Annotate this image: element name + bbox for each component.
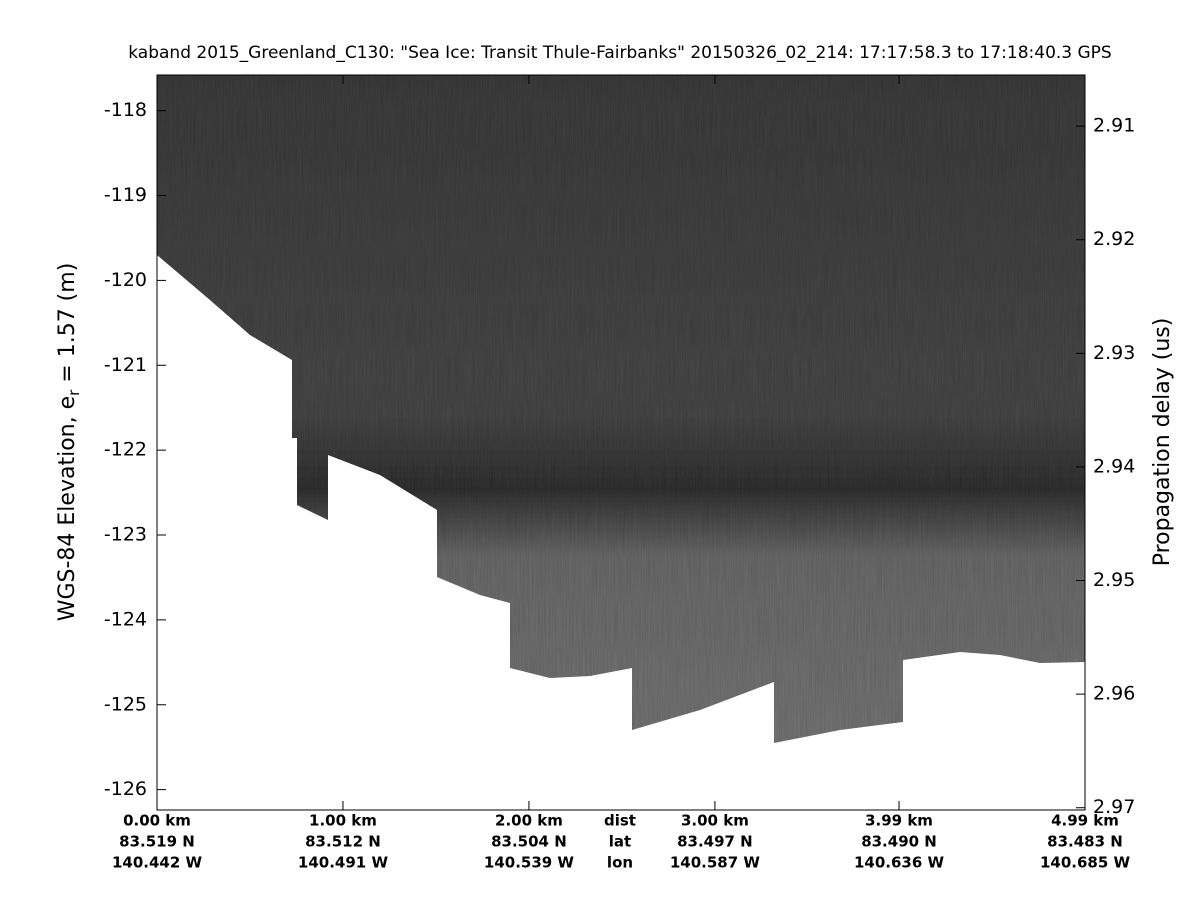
y-label-text: WGS-84 Elevation, e bbox=[55, 396, 80, 621]
y-tick-label: -121 bbox=[104, 354, 147, 376]
plot-frame bbox=[156, 74, 1086, 811]
row-label: lat bbox=[609, 833, 631, 851]
y2-tick-label: 2.96 bbox=[1093, 683, 1135, 705]
y2-tick-label: 2.95 bbox=[1093, 569, 1135, 591]
y-axis-label: WGS-84 Elevation, er = 1.57 (m) bbox=[55, 263, 83, 622]
y-tick-label: -123 bbox=[104, 524, 147, 546]
y2-tick-label: 2.91 bbox=[1093, 115, 1135, 137]
x-tick-lat: 83.483 N bbox=[1047, 833, 1123, 851]
x-tick-label: 2.00 km bbox=[495, 812, 563, 830]
x-tick-lat: 83.519 N bbox=[119, 833, 195, 851]
y2-tick-label: 2.93 bbox=[1093, 342, 1135, 364]
x-tick-label: 3.99 km bbox=[865, 812, 933, 830]
y-tick-label: -126 bbox=[104, 778, 147, 800]
x-tick-lon: 140.636 W bbox=[854, 854, 945, 872]
x-tick-lon: 140.539 W bbox=[484, 854, 575, 872]
y-tick-label: -119 bbox=[104, 184, 147, 206]
x-tick-label: 1.00 km bbox=[309, 812, 377, 830]
y2-tick-label: 2.94 bbox=[1093, 455, 1135, 477]
x-tick-label: 3.00 km bbox=[681, 812, 749, 830]
y2-tick-label: 2.97 bbox=[1093, 796, 1135, 818]
x-tick-lon: 140.587 W bbox=[670, 854, 761, 872]
x-tick-lat: 83.504 N bbox=[491, 833, 567, 851]
y-tick-label: -120 bbox=[104, 269, 147, 291]
x-tick-lon: 140.491 W bbox=[298, 854, 389, 872]
x-tick-lon: 140.442 W bbox=[112, 854, 203, 872]
y-label-suffix: = 1.57 (m) bbox=[55, 263, 80, 390]
row-label: dist bbox=[604, 812, 636, 830]
y-label-subscript: r bbox=[65, 389, 83, 396]
x-tick-label: 0.00 km bbox=[123, 812, 191, 830]
y-tick-label: -124 bbox=[104, 608, 147, 630]
x-tick-lat: 83.497 N bbox=[677, 833, 753, 851]
x-tick-lon: 140.685 W bbox=[1040, 854, 1131, 872]
y-tick-label: -125 bbox=[104, 693, 147, 715]
x-tick-lat: 83.490 N bbox=[861, 833, 937, 851]
x-tick-lat: 83.512 N bbox=[305, 833, 381, 851]
row-label: lon bbox=[607, 854, 633, 872]
y-tick-label: -122 bbox=[104, 439, 147, 461]
y2-axis-label: Propagation delay (us) bbox=[1150, 318, 1175, 567]
y2-tick-label: 2.92 bbox=[1093, 228, 1135, 250]
y-tick-label: -118 bbox=[104, 99, 147, 121]
x-tick-label: 4.99 km bbox=[1051, 812, 1119, 830]
echogram-image bbox=[157, 75, 1085, 743]
chart-title: kaband 2015_Greenland_C130: "Sea Ice: Tr… bbox=[128, 43, 1111, 63]
